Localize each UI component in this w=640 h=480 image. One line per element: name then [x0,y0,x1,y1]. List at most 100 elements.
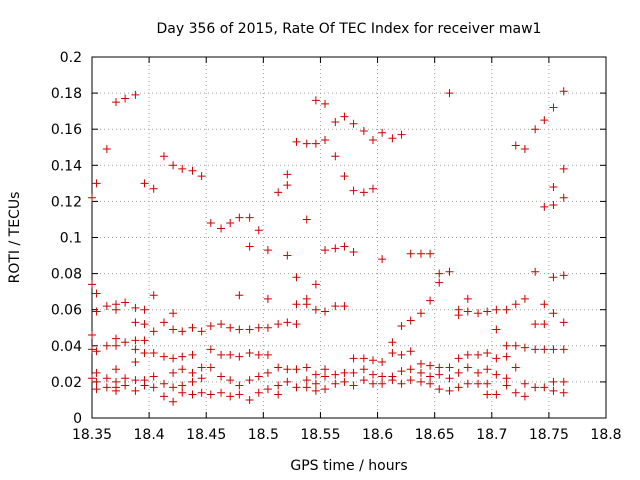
data-point [159,379,168,388]
data-point [283,318,292,327]
data-point [435,278,444,287]
data-point [206,219,215,228]
data-point [454,383,463,392]
data-point [549,103,558,112]
data-point [483,349,492,358]
y-tick-label: 0.02 [51,375,82,391]
data-point [111,98,120,107]
data-point [559,377,568,386]
data-point [321,372,330,381]
data-point [140,305,149,314]
data-point [121,374,130,383]
data-point [416,249,425,258]
data-point [426,249,435,258]
data-point [92,385,101,394]
data-point [321,365,330,374]
data-point [188,166,197,175]
data-point [178,388,187,397]
data-point [217,320,226,329]
data-point [435,363,444,372]
data-point [149,291,158,300]
data-point [102,145,111,154]
data-point [235,352,244,361]
data-point [302,215,311,224]
data-point [254,323,263,332]
data-point [92,368,101,377]
data-point [302,300,311,309]
data-point [331,302,340,311]
data-point [197,327,206,336]
data-point [378,379,387,388]
x-tick-label: 18.6 [362,427,393,443]
x-tick-label: 18.5 [248,427,279,443]
data-point [169,397,178,406]
data-point [131,358,140,367]
data-point [188,323,197,332]
data-point [368,370,377,379]
data-point [368,184,377,193]
data-point [492,390,501,399]
data-point [321,246,330,255]
data-point [245,349,254,358]
tick-labels: 18.35 18.4 18.45 18.5 18.55 18.6 18.65 18.7 18.7… [51,50,622,443]
data-point [463,363,472,372]
data-point [492,305,501,314]
data-point [483,390,492,399]
data-point [520,392,529,401]
data-point [254,372,263,381]
data-point [92,179,101,188]
data-point [102,302,111,311]
data-point [235,381,244,390]
data-point [559,271,568,280]
data-point [463,307,472,316]
data-point [426,379,435,388]
data-point [445,363,454,372]
data-point [511,300,520,309]
data-point [178,352,187,361]
x-tick-label: 18.4 [134,427,165,443]
data-point [121,94,130,103]
data-point [111,341,120,350]
data-point [406,249,415,258]
data-point [131,336,140,345]
data-point [111,334,120,343]
x-tick-label: 18.35 [72,427,112,443]
data-point [206,345,215,354]
data-point [88,345,96,354]
data-point [378,255,387,264]
data-point [149,383,158,392]
data-point [445,386,454,395]
data-point [511,363,520,372]
data-point [235,325,244,334]
data-point [463,294,472,303]
data-point [111,386,120,395]
data-point [245,325,254,334]
data-point [445,267,454,276]
data-point [549,386,558,395]
data-point [435,370,444,379]
x-tick-label: 18.45 [186,427,226,443]
data-point [102,374,111,383]
data-point [92,347,101,356]
data-point [349,247,358,256]
data-point [474,309,483,318]
data-point [368,379,377,388]
x-tick-label: 18.8 [590,427,621,443]
x-tick-label: 18.7 [476,427,507,443]
data-point [559,318,568,327]
data-point [292,365,301,374]
chart-title: Day 356 of 2015, Rate Of TEC Index for r… [157,21,542,37]
data-point [549,201,558,210]
data-point [426,372,435,381]
data-point [178,365,187,374]
data-point [359,354,368,363]
data-point [511,388,520,397]
data-point [311,386,320,395]
data-point [92,307,101,316]
data-point [502,341,511,350]
data-point [302,376,311,385]
data-point [274,381,283,390]
data-point [531,320,540,329]
data-point [140,320,149,329]
data-point [502,352,511,361]
